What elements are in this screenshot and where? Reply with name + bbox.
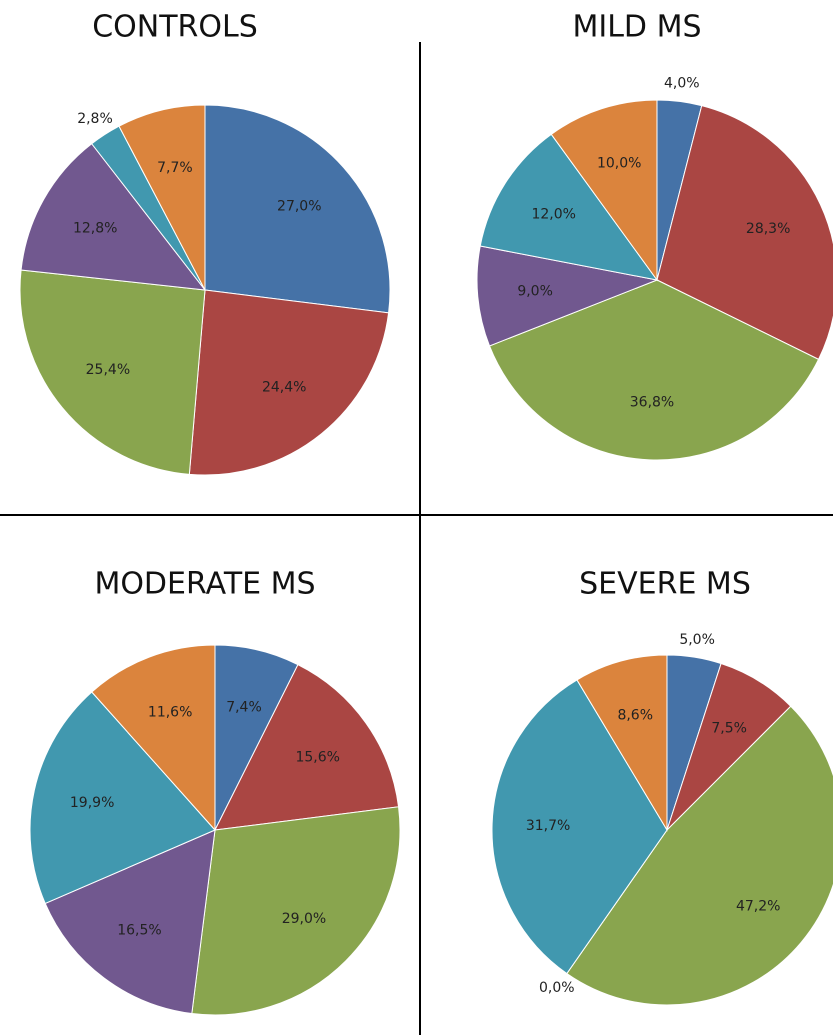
- pie-slice: [191, 806, 401, 1016]
- data-label: 28,3%: [746, 221, 790, 237]
- data-label: 29,0%: [282, 911, 326, 927]
- pie-slice: [479, 133, 659, 281]
- data-label: 16,5%: [117, 923, 161, 939]
- pie-slice: [488, 279, 820, 461]
- data-label: 12,8%: [73, 221, 117, 237]
- data-label: 4,0%: [664, 76, 700, 92]
- pie-slice: [44, 829, 216, 1015]
- pie-slice: [20, 143, 207, 291]
- data-label: 0,0%: [539, 980, 575, 996]
- pie-slice: [491, 679, 668, 975]
- pie-slice: [188, 289, 390, 476]
- data-label: 10,0%: [597, 156, 641, 172]
- pie-slice: [19, 269, 206, 475]
- data-label: 7,4%: [226, 700, 262, 716]
- data-label: 12,0%: [531, 206, 575, 222]
- data-label: 9,0%: [517, 283, 553, 299]
- data-label: 7,5%: [711, 721, 747, 737]
- data-label: 8,6%: [617, 707, 653, 723]
- data-label: 7,7%: [157, 160, 193, 176]
- pie-slice: [118, 104, 206, 291]
- pie-slice: [566, 705, 833, 1006]
- pie-slice: [576, 654, 668, 832]
- pie-slice: [214, 663, 400, 831]
- data-label: 31,7%: [526, 818, 570, 834]
- data-label: 27,0%: [277, 199, 321, 215]
- pie-slice: [204, 104, 391, 314]
- chart-title: SEVERE MS: [579, 567, 751, 602]
- data-label: 15,6%: [295, 749, 339, 765]
- chart-title: MODERATE MS: [94, 567, 315, 602]
- data-label: 2,8%: [77, 111, 113, 127]
- chart-title: CONTROLS: [92, 10, 258, 45]
- chart-title: MILD MS: [572, 10, 701, 45]
- data-label: 24,4%: [262, 380, 306, 396]
- pie-slice: [29, 691, 216, 905]
- pie-slice: [656, 105, 833, 361]
- data-label: 5,0%: [679, 632, 715, 648]
- data-label: 25,4%: [86, 362, 130, 378]
- data-label: 11,6%: [148, 704, 192, 720]
- pie-slice: [550, 99, 658, 282]
- data-label: 19,9%: [70, 795, 114, 811]
- data-label: 47,2%: [736, 898, 780, 914]
- pie-slice: [476, 245, 659, 347]
- pie-slice: [91, 644, 216, 832]
- data-label: 36,8%: [630, 394, 674, 410]
